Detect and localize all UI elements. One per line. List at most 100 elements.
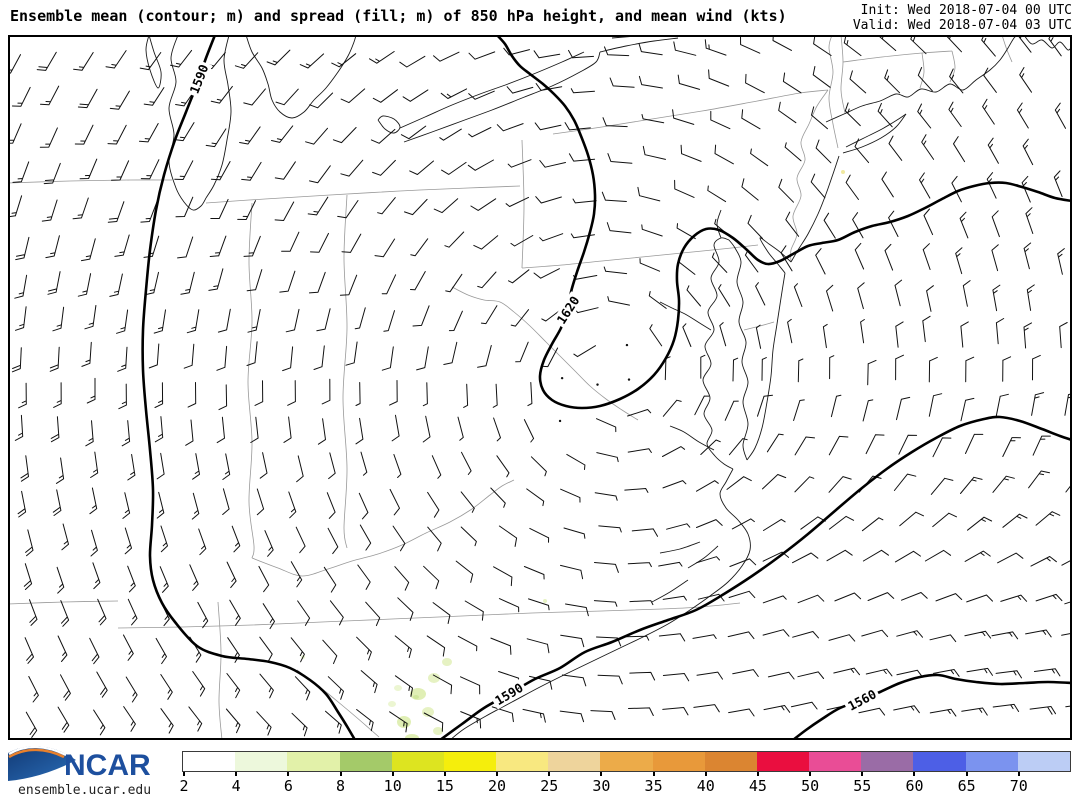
wind-barb bbox=[218, 384, 228, 411]
colorbar-tick bbox=[287, 772, 290, 776]
wind-barb bbox=[1029, 706, 1056, 715]
wind-barb bbox=[530, 456, 547, 477]
colorbar-tick bbox=[496, 772, 499, 776]
wind-barb bbox=[210, 85, 233, 104]
wind-barb bbox=[156, 452, 165, 480]
wind-barb bbox=[116, 309, 129, 334]
wind-barb bbox=[845, 174, 859, 200]
wind-barb bbox=[596, 452, 619, 463]
wind-barb bbox=[72, 197, 89, 220]
wind-barb bbox=[946, 35, 962, 53]
wind-barb bbox=[662, 399, 682, 417]
wind-barb bbox=[923, 208, 934, 236]
wind-barb bbox=[792, 631, 819, 639]
colorbar-tick-label: 60 bbox=[905, 777, 924, 795]
wind-barb bbox=[79, 158, 98, 180]
wind-barb bbox=[533, 50, 561, 59]
wind-barb bbox=[810, 173, 826, 199]
wind-barb bbox=[365, 601, 381, 627]
wind-barb bbox=[1025, 207, 1034, 234]
wind-barb bbox=[894, 550, 921, 563]
wind-barb bbox=[762, 474, 787, 490]
wind-barb bbox=[879, 35, 897, 51]
wind-barb bbox=[73, 52, 94, 71]
wind-barb bbox=[433, 51, 460, 62]
wind-barb bbox=[638, 75, 663, 89]
state-border bbox=[117, 602, 741, 629]
wind-barb bbox=[607, 296, 630, 306]
wind-barb bbox=[1048, 35, 1062, 57]
wind-barb bbox=[496, 123, 524, 132]
wind-barb bbox=[90, 451, 99, 478]
state-border bbox=[840, 35, 846, 114]
wind-barb bbox=[290, 637, 305, 663]
wind-barb bbox=[750, 148, 769, 167]
wind-barb bbox=[222, 488, 230, 515]
spread-blob bbox=[422, 707, 434, 717]
wind-barb bbox=[598, 525, 622, 533]
wind-barb bbox=[358, 492, 369, 520]
wind-barb bbox=[728, 438, 748, 456]
wind-barb bbox=[357, 564, 371, 590]
colorbar-swatch bbox=[391, 752, 444, 771]
ncar-logo-text: NCAR bbox=[64, 749, 151, 782]
colorbar-tick bbox=[600, 772, 603, 776]
wind-barb bbox=[539, 160, 566, 168]
wind-barb bbox=[888, 135, 903, 161]
wind-barb bbox=[535, 83, 563, 91]
wind-barb bbox=[597, 674, 623, 685]
wind-barb bbox=[922, 315, 931, 343]
state-border bbox=[919, 52, 925, 89]
wind-barb bbox=[52, 489, 62, 516]
wind-barb bbox=[1000, 594, 1028, 602]
wind-barb bbox=[154, 416, 164, 443]
wind-barb bbox=[1065, 483, 1072, 493]
wind-barb bbox=[210, 161, 231, 181]
wind-barb bbox=[229, 599, 241, 626]
coastline bbox=[842, 113, 907, 154]
wind-barb bbox=[340, 159, 364, 177]
wind-barb bbox=[156, 491, 165, 519]
wind-barb bbox=[792, 552, 819, 564]
wind-barb bbox=[392, 525, 406, 552]
coastline bbox=[449, 468, 751, 740]
calm-dot bbox=[625, 343, 629, 347]
wind-barb bbox=[381, 274, 397, 295]
wind-barb bbox=[797, 594, 825, 604]
state-border bbox=[521, 244, 759, 269]
wind-barb bbox=[287, 380, 296, 406]
wind-barb bbox=[29, 599, 38, 626]
wind-barb bbox=[460, 711, 482, 729]
wind-barb bbox=[464, 600, 484, 621]
wind-barb bbox=[510, 235, 534, 247]
wind-barb bbox=[948, 101, 962, 127]
wind-barb bbox=[1031, 392, 1045, 416]
colorbar-tick-label: 40 bbox=[696, 777, 715, 795]
wind-barb bbox=[627, 562, 652, 568]
wind-barb bbox=[187, 382, 197, 408]
colorbar-swatch bbox=[600, 752, 653, 771]
wind-barb bbox=[114, 234, 130, 257]
wind-barb bbox=[560, 634, 585, 648]
wind-barb bbox=[209, 235, 227, 257]
wind-barb bbox=[526, 638, 550, 654]
wind-barb bbox=[296, 455, 304, 483]
colorbar-tick-label: 8 bbox=[336, 777, 346, 795]
wind-barb bbox=[830, 394, 842, 418]
wind-barb bbox=[700, 439, 721, 455]
wind-barb bbox=[356, 636, 372, 661]
colorbar-swatch bbox=[183, 752, 236, 771]
spread-blob bbox=[841, 170, 845, 174]
state-border bbox=[552, 89, 829, 135]
wind-barb bbox=[40, 85, 60, 106]
state-border bbox=[828, 35, 839, 149]
wind-barb bbox=[274, 201, 295, 221]
wind-barb bbox=[356, 709, 374, 732]
wind-barb bbox=[534, 122, 562, 131]
wind-barb bbox=[861, 517, 884, 532]
wind-barb bbox=[139, 52, 162, 71]
wind-barb bbox=[596, 418, 617, 433]
wind-barb bbox=[510, 309, 530, 327]
coastline bbox=[145, 35, 162, 89]
wind-barb bbox=[708, 69, 730, 87]
